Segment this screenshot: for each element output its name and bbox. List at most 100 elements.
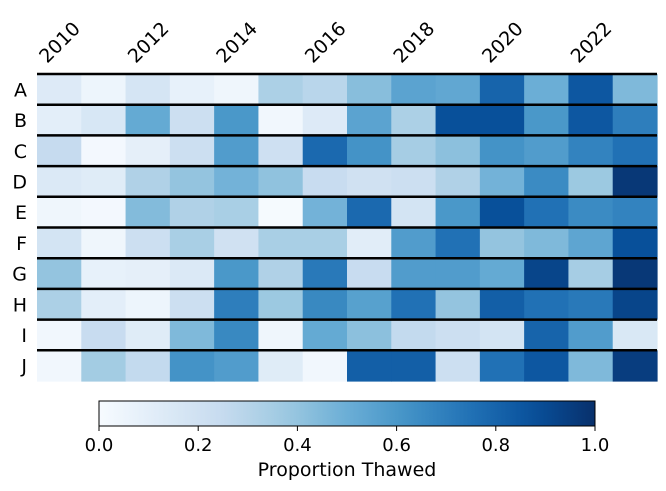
- heatmap-cell: [391, 227, 437, 259]
- colorbar-tick-label: 0.4: [283, 435, 312, 456]
- heatmap-cell: [214, 319, 260, 351]
- heatmap-cell: [258, 227, 304, 259]
- colorbar: 0.0 0.2 0.4 0.6 0.8 1.0 Proportion Thawed: [85, 400, 609, 481]
- heatmap-cell: [302, 258, 348, 290]
- heatmap-cell: [568, 350, 614, 382]
- heatmap-cell: [524, 166, 570, 198]
- heatmap-cell: [612, 288, 658, 321]
- heatmap-cell: [169, 196, 215, 229]
- colorbar-tick-label: 0.8: [481, 435, 510, 456]
- heatmap-cell: [125, 104, 171, 136]
- heatmap-cell: [302, 227, 348, 259]
- heatmap-cell: [347, 104, 392, 136]
- y-tick-label: H: [13, 294, 27, 316]
- colorbar-title: Proportion Thawed: [258, 459, 437, 481]
- heatmap-cell: [391, 166, 437, 198]
- x-tick-label: 2010: [35, 18, 85, 68]
- heatmap-cell: [524, 319, 570, 351]
- heatmap-cell: [435, 319, 481, 351]
- colorbar-ticks: 0.0 0.2 0.4 0.6 0.8 1.0: [85, 426, 609, 456]
- y-tick-label: F: [16, 233, 27, 255]
- heatmap-cell: [524, 288, 570, 321]
- heatmap-cell: [612, 350, 658, 382]
- heatmap-cell: [347, 74, 392, 106]
- heatmap-cell: [214, 135, 260, 167]
- heatmap-cell: [347, 258, 392, 290]
- heatmap-cell: [435, 166, 481, 198]
- heatmap-cell: [214, 104, 260, 136]
- heatmap-cell: [302, 104, 348, 136]
- heatmap-cell: [169, 319, 215, 351]
- heatmap-cell: [391, 196, 437, 229]
- y-tick-label: J: [20, 356, 27, 378]
- heatmap-cell: [81, 74, 127, 106]
- heatmap-cell: [258, 74, 304, 106]
- heatmap-cell: [37, 104, 82, 136]
- heatmap-cell: [81, 288, 127, 321]
- heatmap-cell: [391, 74, 437, 106]
- x-tick-label: 2018: [389, 18, 439, 68]
- heatmap-cell: [568, 288, 614, 321]
- heatmap-cell: [169, 104, 215, 136]
- heatmap-cell: [214, 166, 260, 198]
- heatmap-cell: [347, 319, 392, 351]
- heatmap-cell: [479, 319, 525, 351]
- heatmap-cell: [302, 135, 348, 167]
- y-tick-label: I: [21, 325, 27, 347]
- heatmap-cell: [435, 104, 481, 136]
- heatmap-cell: [214, 288, 260, 321]
- heatmap-cell: [524, 74, 570, 106]
- heatmap-cell: [81, 350, 127, 382]
- heatmap-cell: [125, 350, 171, 382]
- heatmap-cell: [568, 135, 614, 167]
- heatmap-cell: [214, 258, 260, 290]
- heatmap-cell: [37, 288, 82, 321]
- heatmap-cell: [435, 258, 481, 290]
- heatmap-cell: [125, 288, 171, 321]
- y-tick-label: A: [14, 79, 27, 101]
- x-tick-label: 2022: [567, 18, 617, 68]
- heatmap-cell: [568, 258, 614, 290]
- heatmap-cell: [81, 319, 127, 351]
- heatmap-cell: [479, 135, 525, 167]
- heatmap-cell: [258, 258, 304, 290]
- heatmap-cell: [37, 350, 82, 382]
- heatmap-cell: [214, 196, 260, 229]
- heatmap-cell: [391, 135, 437, 167]
- row-separators: [37, 72, 657, 352]
- heatmap-cell: [125, 135, 171, 167]
- heatmap-cell: [391, 258, 437, 290]
- heatmap-cell: [568, 319, 614, 351]
- heatmap-cell: [125, 74, 171, 106]
- heatmap-cell: [612, 319, 658, 351]
- heatmap-cell: [524, 227, 570, 259]
- heatmap-cell: [479, 258, 525, 290]
- heatmap-cell: [37, 319, 82, 351]
- heatmap-cell: [612, 258, 658, 290]
- heatmap-cell: [302, 196, 348, 229]
- x-tick-label: 2020: [478, 18, 528, 68]
- heatmap-cell: [169, 227, 215, 259]
- heatmap-cell: [169, 74, 215, 106]
- heatmap-cell: [391, 104, 437, 136]
- heatmap-cell: [37, 258, 82, 290]
- colorbar-gradient: [98, 400, 596, 427]
- heatmap-cell: [169, 258, 215, 290]
- heatmap-cell: [391, 350, 437, 382]
- heatmap-cell: [479, 104, 525, 136]
- heatmap-cell: [612, 135, 658, 167]
- heatmap-cell: [169, 135, 215, 167]
- heatmap-cell: [568, 227, 614, 259]
- heatmap-cell: [435, 74, 481, 106]
- heatmap-cell: [524, 135, 570, 167]
- heatmap-cell: [81, 166, 127, 198]
- heatmap-cell: [435, 288, 481, 321]
- heatmap-cell: [37, 135, 82, 167]
- y-tick-label: C: [14, 141, 27, 163]
- heatmap-cell: [169, 288, 215, 321]
- heatmap-cell: [347, 350, 392, 382]
- heatmap-cell: [568, 166, 614, 198]
- heatmap-cell: [479, 350, 525, 382]
- x-tick-label: 2016: [301, 18, 351, 68]
